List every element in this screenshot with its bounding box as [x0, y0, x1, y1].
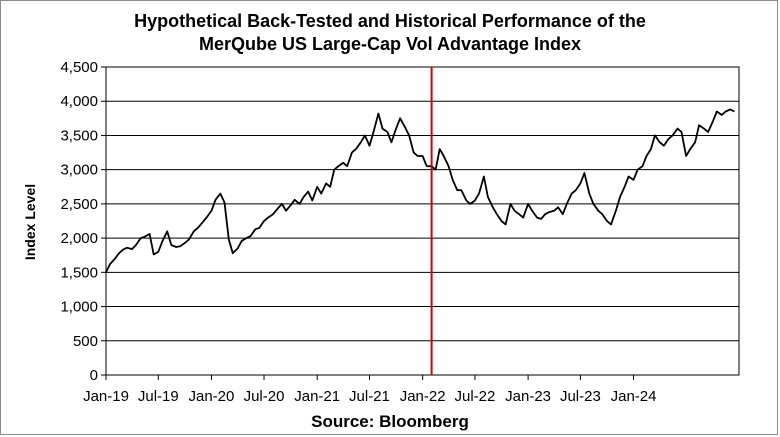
y-tick-label: 4,000 — [60, 93, 98, 110]
y-tick-label: 1,000 — [60, 299, 98, 316]
y-tick-label: 2,000 — [60, 230, 98, 247]
series-line-index — [105, 108, 735, 273]
x-tick-label: Jul-21 — [349, 388, 390, 405]
x-tick-label: Jan-23 — [505, 388, 551, 405]
y-tick-label: 3,500 — [60, 127, 98, 144]
chart-title-line1: Hypothetical Back-Tested and Historical … — [134, 11, 646, 31]
x-tick-label: Jan-19 — [83, 388, 129, 405]
y-tick-label: 1,500 — [60, 264, 98, 281]
y-tick-label: 4,500 — [60, 59, 98, 76]
x-axis-label: Source: Bloomberg — [311, 412, 469, 431]
x-tick-label: Jul-20 — [244, 388, 285, 405]
y-tick-label: 500 — [73, 333, 98, 350]
x-tick-label: Jan-24 — [611, 388, 657, 405]
x-tick-label: Jul-19 — [138, 388, 179, 405]
x-tick-label: Jul-22 — [455, 388, 496, 405]
x-tick-label: Jan-22 — [400, 388, 446, 405]
x-tick-label: Jan-21 — [294, 388, 340, 405]
y-tick-label: 3,000 — [60, 162, 98, 179]
gridlines — [106, 66, 739, 376]
series-layer — [105, 108, 735, 273]
chart-title-line2: MerQube US Large-Cap Vol Advantage Index — [198, 34, 582, 54]
plot-area-border — [105, 66, 740, 376]
x-tick-label: Jul-23 — [560, 388, 601, 405]
x-tick-label: Jan-20 — [189, 388, 235, 405]
y-tick-label: 2,500 — [60, 196, 98, 213]
y-tick-label: 0 — [90, 367, 98, 384]
axis-ticks: 0 500 1,000 1,500 2,000 2,500 3,000 3,500 4,000 4… — [60, 59, 656, 405]
